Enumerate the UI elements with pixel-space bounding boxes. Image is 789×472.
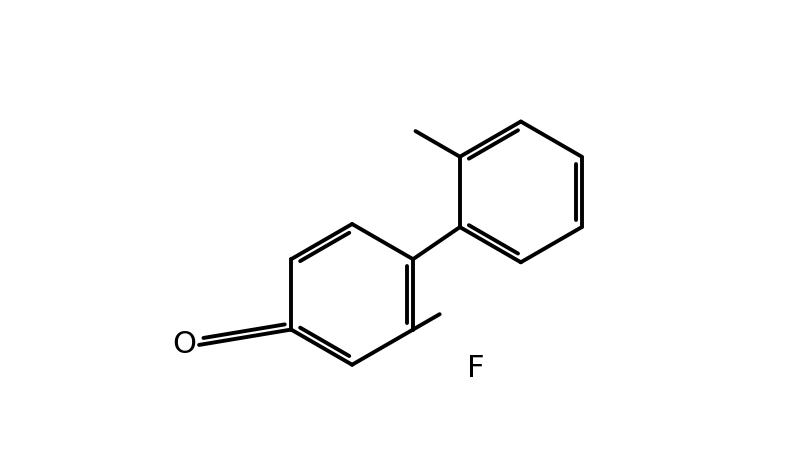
Text: O: O: [172, 330, 196, 360]
Text: F: F: [467, 354, 484, 383]
